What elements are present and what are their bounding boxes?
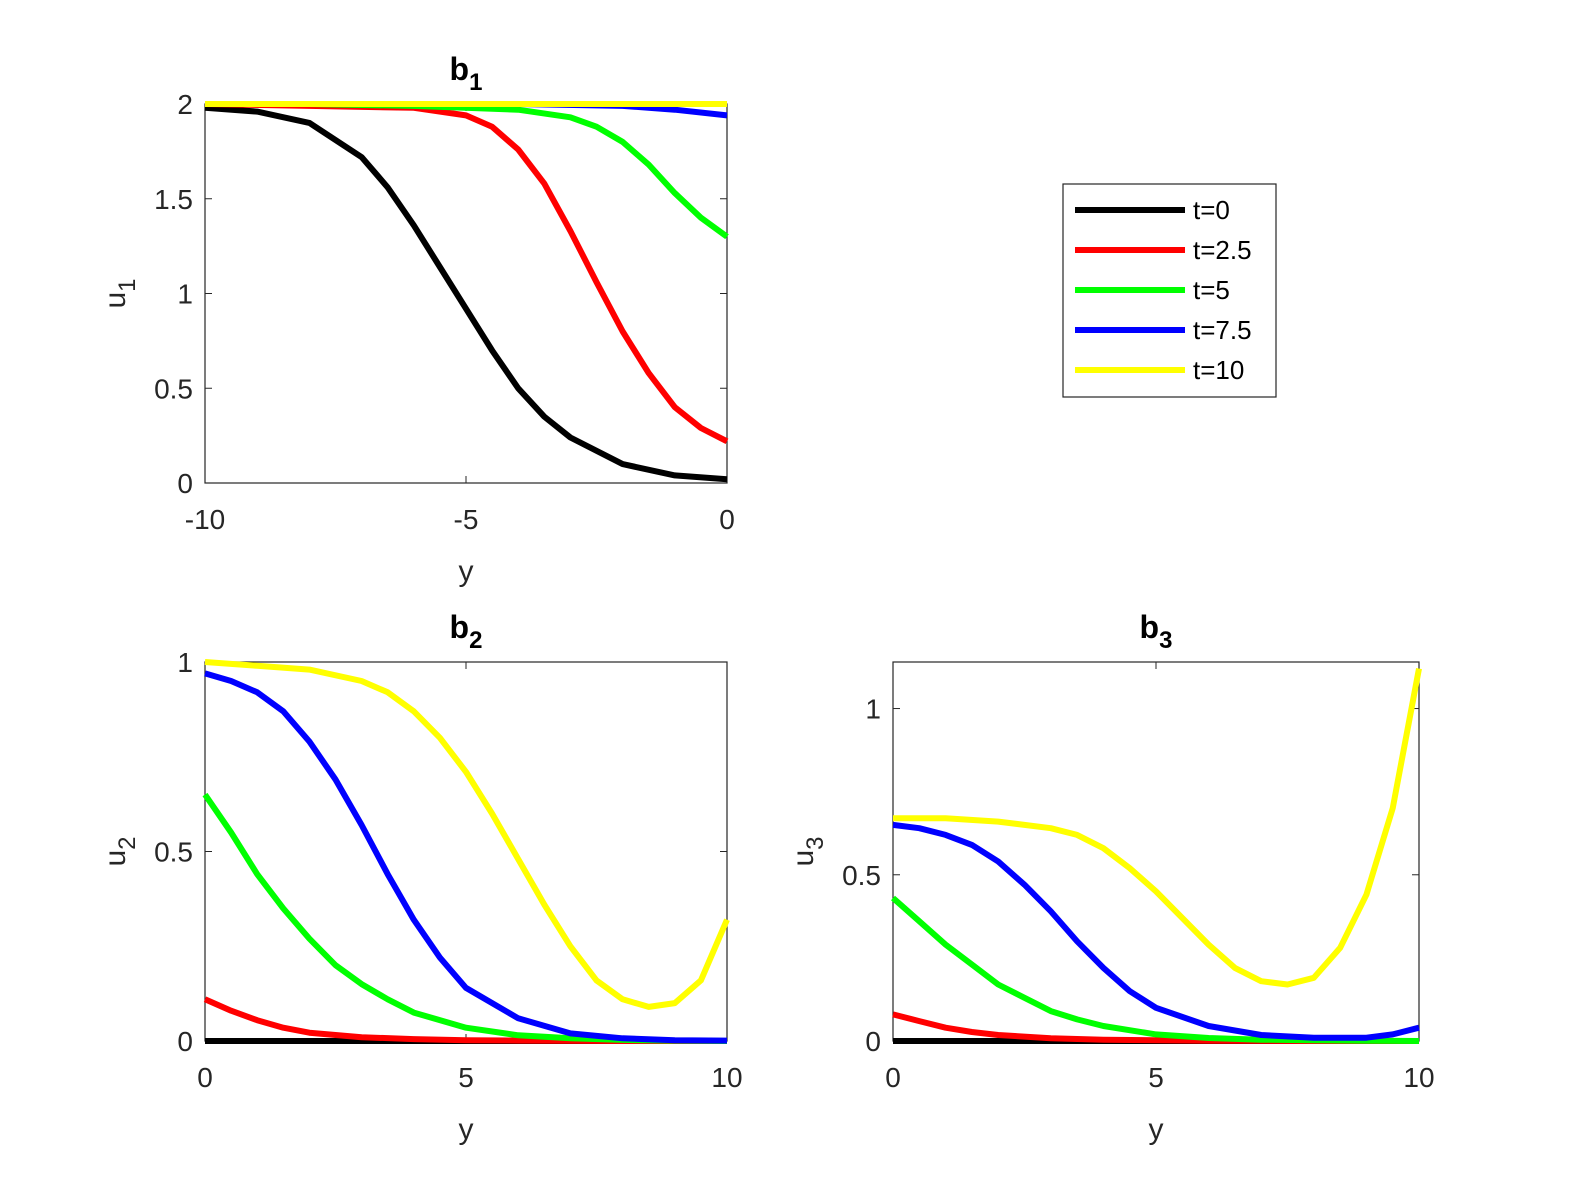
y-tick-label: 1: [865, 694, 881, 725]
x-tick-label: 0: [719, 504, 735, 535]
series-line-t=10: [893, 668, 1422, 988]
x-tick-label: 10: [711, 1062, 742, 1093]
x-tick-label: 5: [458, 1062, 474, 1093]
y-tick-label: 0: [177, 468, 193, 499]
y-tick-label: 0: [177, 1026, 193, 1057]
y-tick-label: 0.5: [154, 373, 193, 404]
x-axis-label: y: [459, 1113, 474, 1146]
y-tick-label: 1.5: [154, 184, 193, 215]
x-tick-label: 10: [1403, 1062, 1434, 1093]
legend-label: t=7.5: [1193, 315, 1252, 345]
y-axis-label: u1: [99, 278, 141, 308]
panel-1: -10 -5 0 0 0.5 1 1.5 2 b1 y u1: [99, 51, 735, 588]
y-axis-label: u3: [787, 836, 829, 866]
panel-title: b1: [450, 51, 483, 96]
series-line-t=10: [204, 659, 730, 1010]
legend-label: t=2.5: [1193, 235, 1252, 265]
y-tick-label: 0: [865, 1026, 881, 1057]
legend: t=0 t=2.5 t=5 t=7.5 t=10: [1062, 183, 1277, 398]
legend-label: t=5: [1193, 275, 1230, 305]
x-axis-label: y: [1149, 1113, 1164, 1146]
y-tick-label: 1: [177, 647, 193, 678]
y-tick-label: 2: [177, 89, 193, 120]
panel-title: b3: [1140, 609, 1173, 654]
series-line-t=7.5: [892, 821, 1420, 1041]
y-tick-label: 0.5: [842, 860, 881, 891]
series-line-t=0: [204, 104, 728, 483]
legend-label: t=0: [1193, 195, 1230, 225]
x-tick-label: 5: [1148, 1062, 1164, 1093]
legend-label: t=10: [1193, 355, 1244, 385]
panel-title: b2: [450, 609, 483, 654]
x-tick-label: 0: [197, 1062, 213, 1093]
series-line-t=7.5: [204, 670, 728, 1044]
y-tick-label: 1: [177, 279, 193, 310]
panel-3: 0 5 10 0 0.5 1 b3 y u3: [787, 609, 1435, 1146]
y-tick-label: 0.5: [154, 837, 193, 868]
x-tick-label: 0: [885, 1062, 901, 1093]
x-axis-label: y: [459, 555, 474, 588]
series-line-t=5: [891, 895, 1420, 1044]
y-axis-label: u2: [99, 836, 141, 866]
panel-2: 0 5 10 0 0.5 1 b2 y u2: [99, 609, 743, 1146]
series-line-t=2.5: [203, 996, 727, 1044]
x-tick-label: -5: [454, 504, 479, 535]
x-tick-label: -10: [185, 504, 225, 535]
